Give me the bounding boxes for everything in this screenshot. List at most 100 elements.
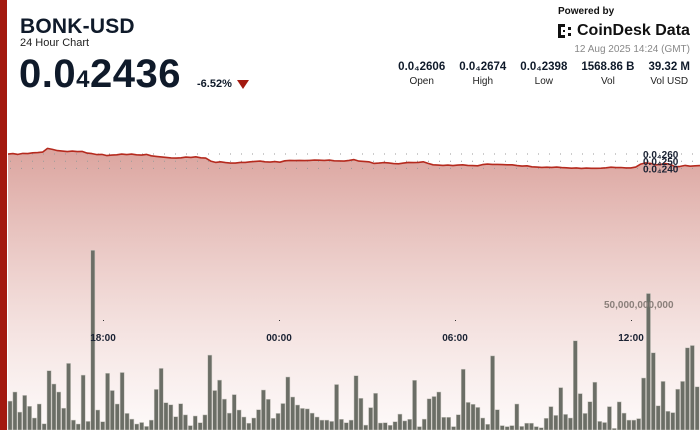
volume-tick-label: 50,000,000,000 <box>604 300 674 311</box>
volume-bar <box>129 418 135 430</box>
brand-logo: CoinDesk Data <box>558 22 690 40</box>
volume-bar <box>344 422 349 430</box>
volume-bar <box>363 424 369 430</box>
volume-bar <box>529 422 534 430</box>
stat-open: 0.0₄2606 Open <box>398 61 446 87</box>
volume-bar <box>119 372 125 430</box>
volume-bar <box>670 412 676 430</box>
price-zero-count: 4 <box>76 66 90 93</box>
volume-bar <box>110 390 115 430</box>
volume-bar <box>378 422 383 430</box>
volume-bar <box>256 409 261 430</box>
volume-bar <box>324 419 330 430</box>
volume-bar <box>197 422 203 430</box>
volume-bar <box>66 363 71 430</box>
volume-bar <box>534 426 539 430</box>
volume-bar <box>334 384 339 430</box>
volume-bar <box>621 412 627 430</box>
volume-bar <box>192 415 198 430</box>
volume-bar <box>524 422 529 430</box>
x-tick-mark <box>279 320 280 321</box>
volume-bar <box>382 422 388 430</box>
volume-bar <box>348 419 354 430</box>
volume-bar <box>163 402 169 430</box>
powered-by: Powered by <box>558 6 615 17</box>
volume-bar <box>470 404 476 430</box>
price-tick-label: 0.0₄250 <box>643 157 679 168</box>
volume-bar <box>358 398 364 430</box>
volume-bar <box>685 347 690 430</box>
volume-bar <box>538 427 544 430</box>
volume-bar <box>158 368 164 430</box>
volume-bar <box>519 426 525 430</box>
price-area <box>8 148 700 430</box>
price-line <box>7 147 700 170</box>
volume-bar <box>46 370 52 430</box>
volume-bar <box>339 419 344 430</box>
volume-bar <box>227 412 232 430</box>
volume-bar <box>261 389 266 430</box>
volume-bar <box>563 414 568 430</box>
volume-bar <box>475 407 481 430</box>
volume-bar <box>456 414 461 430</box>
volume-bar <box>407 419 412 430</box>
volume-bar <box>27 406 32 430</box>
volume-bar <box>441 417 447 430</box>
volume-bar <box>17 411 23 430</box>
volume-bar <box>173 416 179 430</box>
volume-bar <box>222 398 227 430</box>
volume-bar <box>387 425 393 430</box>
volume-bar <box>592 381 598 430</box>
volume-bar <box>36 403 42 430</box>
down-arrow-icon <box>237 80 249 89</box>
volume-bar <box>631 419 637 430</box>
volume-bar <box>51 383 57 430</box>
volume-bar <box>548 406 554 430</box>
volume-bar <box>100 421 105 430</box>
volume-bar <box>12 391 18 430</box>
chart-subtitle: 24 Hour Chart <box>20 37 90 49</box>
accent-bar <box>0 0 7 430</box>
volume-bar <box>499 425 505 430</box>
volume-bar <box>178 403 183 430</box>
volume-bar <box>188 425 193 430</box>
volume-bar <box>694 386 700 430</box>
volume-bar <box>32 417 37 430</box>
volume-bar <box>90 250 96 430</box>
volume-bar <box>641 377 646 430</box>
volume-bar <box>607 406 612 430</box>
volume-bar <box>275 413 281 430</box>
volume-bar <box>309 412 315 430</box>
volume-bar <box>690 345 695 430</box>
volume-bar <box>144 426 149 430</box>
volume-bar <box>616 401 622 430</box>
volume-bar <box>246 422 252 430</box>
volume-bar <box>660 381 666 430</box>
volume-bar <box>61 407 66 430</box>
volume-bar <box>431 396 437 430</box>
volume-bar <box>587 401 593 430</box>
volume-bar <box>451 426 456 430</box>
time-tick-label: 12:00 <box>618 333 644 344</box>
stat-vol-usd: 39.32 M Vol USD <box>648 61 690 87</box>
volume-bar <box>651 352 656 430</box>
volume-bar <box>373 393 378 430</box>
volume-bar <box>285 376 291 430</box>
volume-bar <box>655 405 661 430</box>
volume-bar <box>329 421 334 430</box>
x-tick-mark <box>631 320 632 321</box>
volume-bar <box>56 391 62 430</box>
volume-bar <box>280 403 286 430</box>
volume-bar <box>251 417 257 430</box>
volume-bar <box>290 396 295 430</box>
volume-bar <box>22 395 27 430</box>
stat-low: 0.0₄2398 Low <box>520 61 568 87</box>
volume-bar <box>568 417 573 430</box>
volume-bar <box>207 354 213 430</box>
stat-high: 0.0₄2674 High <box>459 61 507 87</box>
stats-row: 0.0₄2606 Open 0.0₄2674 High 0.0₄2398 Low 15… <box>384 61 690 87</box>
volume-bar <box>134 423 140 430</box>
volume-bar <box>124 413 130 430</box>
volume-bar <box>397 413 403 430</box>
